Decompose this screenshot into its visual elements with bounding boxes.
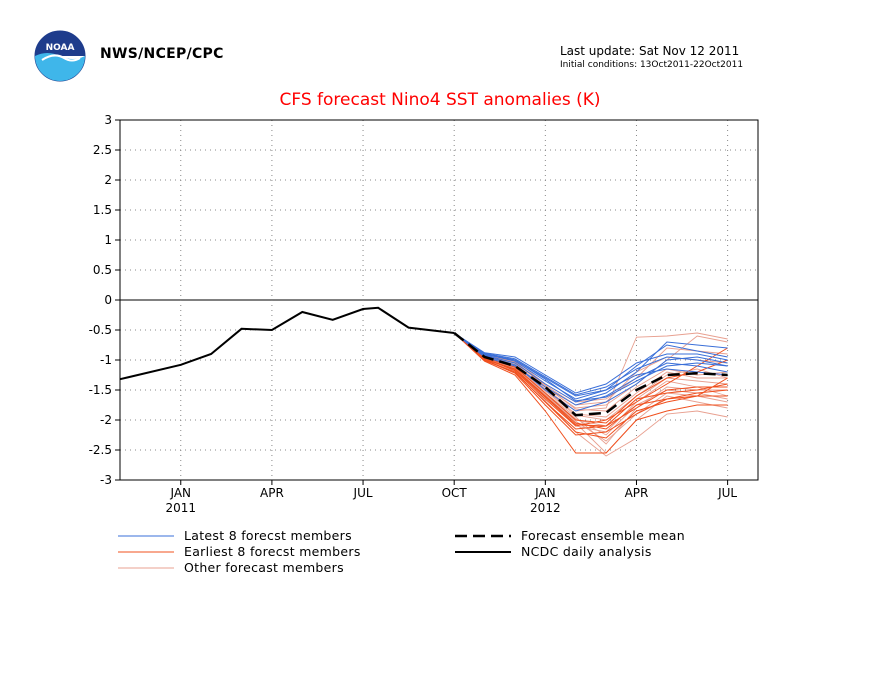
chart-title: CFS forecast Nino4 SST anomalies (K) [279, 90, 601, 110]
grid-layer [120, 120, 758, 480]
legend-label-mean: Forecast ensemble mean [521, 528, 685, 543]
latest-member-line [453, 332, 728, 402]
earliest-member-line [453, 332, 728, 454]
legend-label-earliest: Earliest 8 forecst members [184, 544, 361, 559]
latest-member-line [453, 332, 728, 403]
y-tick-label: -1.5 [89, 383, 112, 397]
y-tick-label: 3 [104, 113, 112, 127]
analysis-line [119, 306, 455, 381]
latest-member-line [453, 332, 728, 396]
earliest-member-line [453, 332, 728, 430]
y-tick-label: -1 [100, 353, 112, 367]
last-update-text: Last update: Sat Nov 12 2011 [560, 44, 740, 58]
y-tick-label: 1.5 [93, 203, 112, 217]
legend-label-other: Other forecast members [184, 560, 344, 575]
initial-conditions-text: Initial conditions: 13Oct2011-22Oct2011 [560, 60, 744, 70]
y-tick-label: -3 [100, 473, 112, 487]
x-tick-year-label: 2011 [165, 501, 196, 515]
logo-text: NOAA [46, 43, 75, 53]
noaa-logo-icon: NOAA [34, 30, 86, 82]
y-tick-label: 0 [104, 293, 112, 307]
x-tick-label: JAN [170, 486, 192, 500]
y-tick-label: -2.5 [89, 443, 112, 457]
y-tick-label: -2 [100, 413, 112, 427]
y-tick-label: 2.5 [93, 143, 112, 157]
y-tick-label: 1 [104, 233, 112, 247]
x-tick-label: JUL [717, 486, 737, 500]
y-tick-label: 0.5 [93, 263, 112, 277]
latest-member-line [453, 332, 728, 394]
x-tick-label: OCT [442, 486, 468, 500]
earliest-member-line [453, 332, 728, 439]
legend-label-latest: Latest 8 forecst members [184, 528, 352, 543]
series-layer [119, 306, 728, 457]
x-tick-label: APR [625, 486, 649, 500]
earliest-member-line [453, 332, 728, 427]
axis-layer: 32.521.510.50-0.5-1-1.5-2-2.5-3JAN2011AP… [89, 113, 738, 515]
y-tick-label: -0.5 [89, 323, 112, 337]
x-tick-label: APR [260, 486, 284, 500]
y-tick-label: 2 [104, 173, 112, 187]
ensemble-mean-line [453, 332, 728, 417]
x-tick-label: JAN [534, 486, 556, 500]
x-tick-label: JUL [353, 486, 373, 500]
legend-label-analysis: NCDC daily analysis [521, 544, 652, 559]
agency-label: NWS/NCEP/CPC [100, 46, 224, 62]
other-member-line [453, 332, 728, 442]
x-tick-year-label: 2012 [530, 501, 561, 515]
other-member-line [453, 332, 728, 412]
